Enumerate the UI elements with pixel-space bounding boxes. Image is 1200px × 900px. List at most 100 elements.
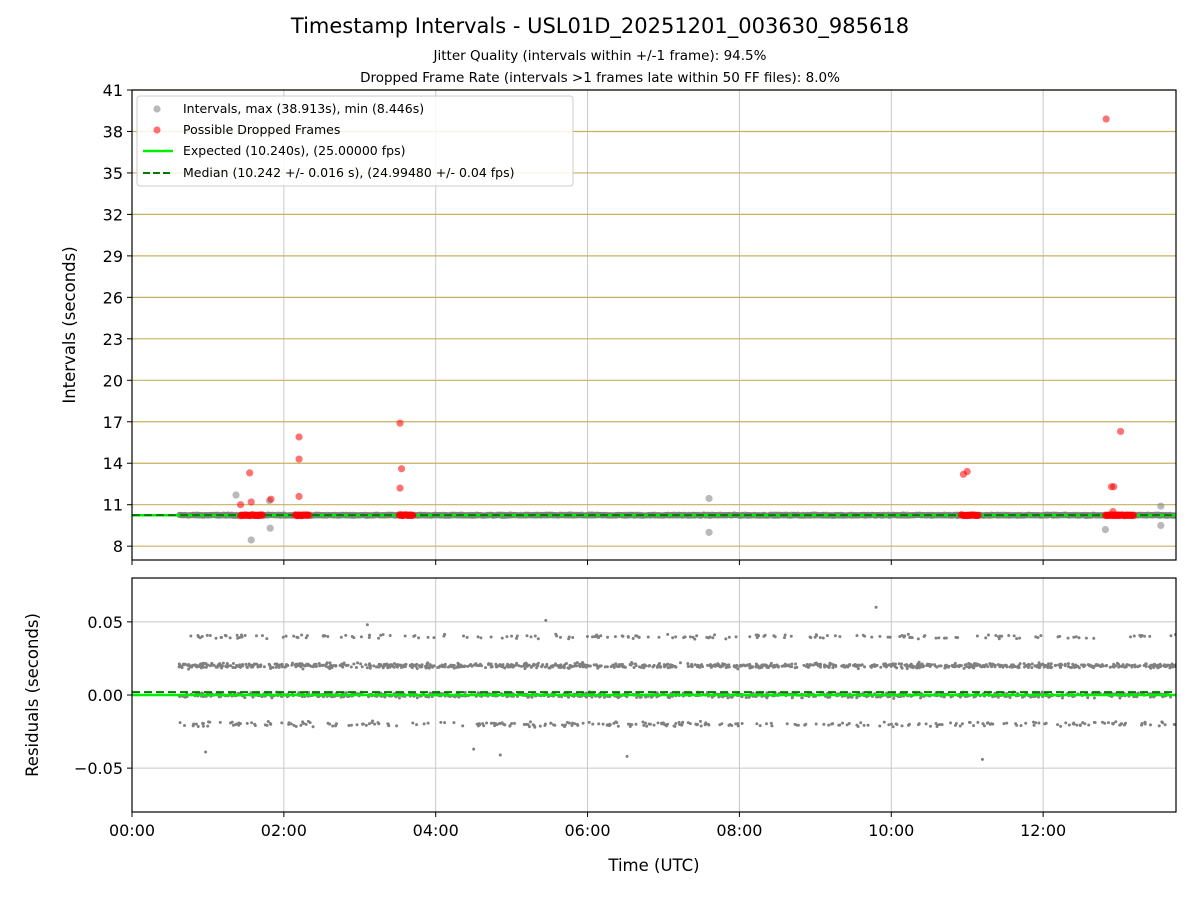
residual-point	[1037, 721, 1041, 725]
residual-point	[186, 663, 190, 667]
residual-point	[802, 663, 806, 667]
residual-point	[364, 723, 368, 727]
residual-point	[764, 722, 768, 726]
residual-point	[426, 635, 430, 639]
residual-point	[985, 721, 989, 725]
residual-point	[694, 722, 698, 726]
residual-point	[796, 723, 800, 727]
residual-point	[1040, 690, 1044, 694]
dropped-frame-rate-subtitle: Dropped Frame Rate (intervals >1 frames …	[360, 70, 840, 86]
residual-point	[426, 721, 430, 725]
residual-point	[528, 720, 532, 724]
residual-point	[1048, 665, 1052, 669]
residual-point	[245, 665, 249, 669]
residual-point	[878, 634, 882, 638]
residual-point	[210, 661, 214, 665]
dropped-frame-point	[246, 469, 254, 477]
residual-point	[208, 664, 212, 668]
residual-point	[751, 665, 755, 669]
residual-point	[411, 721, 415, 725]
residual-point	[794, 662, 798, 666]
residual-point	[470, 664, 474, 668]
residual-point	[831, 666, 835, 670]
residual-point	[1043, 722, 1047, 726]
legend-dropped-marker	[153, 126, 161, 134]
residual-point	[1002, 722, 1006, 726]
residual-point	[866, 723, 870, 727]
residual-point	[1083, 722, 1087, 726]
residual-point	[508, 724, 512, 728]
residual-point	[652, 723, 656, 727]
residual-point	[584, 665, 588, 669]
residual-point	[354, 666, 358, 670]
residual-point	[297, 691, 301, 695]
residual-point	[530, 695, 534, 699]
residual-point	[1066, 636, 1070, 640]
residual-point	[745, 663, 749, 667]
residual-point	[529, 635, 533, 639]
residual-point	[1015, 723, 1019, 727]
residual-point	[555, 634, 559, 638]
residual-point	[921, 664, 925, 668]
residual-point	[981, 722, 985, 726]
residual-point	[370, 721, 374, 725]
residual-point	[214, 665, 218, 669]
residual-point	[250, 721, 254, 725]
residual-point	[862, 723, 866, 727]
residual-point	[1128, 635, 1132, 639]
residual-point	[715, 663, 719, 667]
residual-point	[474, 662, 478, 666]
residual-point	[923, 634, 927, 638]
residual-point	[730, 695, 734, 699]
residual-point	[571, 636, 575, 640]
intervals-ytick-label: 35	[103, 164, 123, 183]
residual-point	[266, 720, 270, 724]
residual-point	[602, 695, 606, 699]
residual-point	[477, 664, 481, 668]
interval-outlier-point	[232, 491, 240, 499]
residual-point	[662, 665, 666, 669]
residual-point	[287, 722, 291, 726]
residual-point	[514, 663, 518, 667]
residual-point	[218, 720, 222, 724]
residual-point	[535, 666, 539, 670]
residual-point	[891, 725, 895, 729]
residual-point	[1148, 634, 1152, 638]
intervals-ytick-label: 14	[103, 454, 123, 473]
residual-point	[1118, 696, 1122, 700]
residual-point	[231, 665, 235, 669]
residual-point	[747, 695, 751, 699]
residual-point	[206, 724, 210, 728]
residual-point	[189, 634, 193, 638]
residual-point	[463, 690, 467, 694]
residual-point	[776, 664, 780, 668]
residual-point	[1066, 664, 1070, 668]
residual-point	[563, 725, 567, 729]
residual-point	[696, 663, 700, 667]
residual-point	[763, 633, 767, 637]
residual-point	[748, 664, 752, 668]
residual-point	[705, 635, 709, 639]
residual-point	[657, 635, 661, 639]
residual-point	[510, 634, 514, 638]
residual-point	[361, 722, 365, 726]
residual-point	[706, 663, 710, 667]
residual-point	[368, 662, 372, 666]
residual-point	[498, 663, 502, 667]
residual-point	[439, 720, 443, 724]
dropped-frame-point	[236, 501, 245, 509]
residual-point	[1092, 636, 1096, 640]
interval-outlier-point	[1157, 502, 1165, 510]
residual-point	[629, 663, 633, 667]
residual-point	[596, 636, 600, 640]
residual-point	[206, 663, 210, 667]
residual-point	[1114, 720, 1118, 724]
residual-point	[986, 633, 990, 637]
residual-point	[529, 665, 533, 669]
residual-point	[594, 663, 598, 667]
residual-point	[326, 635, 330, 639]
interval-outlier-point	[1101, 525, 1109, 534]
residual-point	[501, 663, 505, 667]
residual-point	[462, 634, 466, 638]
residual-point	[1143, 720, 1147, 724]
